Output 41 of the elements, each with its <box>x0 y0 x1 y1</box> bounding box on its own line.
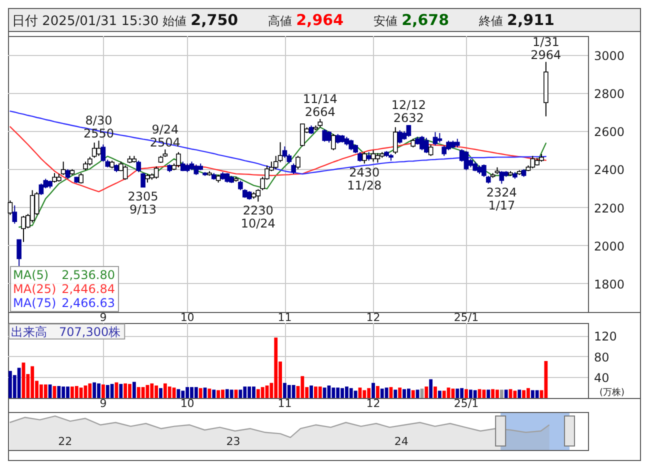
x-tick-label: 10 <box>180 397 194 410</box>
y-tick-label: 2600 <box>594 125 625 140</box>
annotation: 8/30 2550 <box>83 114 114 141</box>
y-tick-label: 2200 <box>594 201 625 216</box>
text: 始値 2,750 <box>162 11 238 29</box>
annotation: 2230 10/24 <box>240 204 276 231</box>
y-tick-label: 1800 <box>594 277 625 292</box>
x-tick-label: 24 <box>394 435 408 448</box>
x-tick-label: 23 <box>226 435 240 448</box>
y-tick-label: 3000 <box>594 49 625 64</box>
y-tick-label: 2800 <box>594 87 625 102</box>
text: MA(25) 2,446.84 <box>13 282 115 296</box>
x-tick-label: 12 <box>366 397 380 410</box>
y-tick-label: 40 <box>594 371 610 386</box>
y-axis-title: (万株) <box>599 387 625 398</box>
annotation: 11/14 2664 <box>302 92 338 119</box>
text: 高値 2,964 <box>268 11 344 29</box>
chart-title: 出来高 707,300株 <box>11 325 121 339</box>
x-tick-label: 9 <box>100 397 107 410</box>
y-tick-label: 2000 <box>594 239 625 254</box>
chart-title: 日付 2025/01/31 15:30 <box>12 14 159 29</box>
y-tick-label: 120 <box>594 330 617 344</box>
annotation: 2305 9/13 <box>128 189 158 216</box>
x-tick-label: 25/1 <box>454 311 479 324</box>
text: 安値 2,678 <box>374 11 450 29</box>
text: 終値 2,911 <box>478 11 554 29</box>
x-tick-label: 25/1 <box>454 397 479 410</box>
text: MA(75) 2,466.63 <box>13 296 115 310</box>
y-tick-label: 80 <box>594 350 610 364</box>
x-tick-label: 22 <box>58 435 72 448</box>
annotation: 2430 11/28 <box>347 166 382 193</box>
annotation: 12/12 2632 <box>391 98 426 126</box>
text: MA(5) 2,536.80 <box>13 268 115 282</box>
annotation: 2324 1/17 <box>486 186 517 213</box>
x-tick-label: 11 <box>278 311 292 324</box>
x-tick-label: 12 <box>366 311 380 324</box>
y-tick-label: 2400 <box>594 163 625 178</box>
x-tick-label: 11 <box>278 397 292 410</box>
annotation: 1/31 2964 <box>530 34 562 62</box>
x-tick-label: 9 <box>100 311 107 324</box>
x-tick-label: 10 <box>180 311 194 324</box>
